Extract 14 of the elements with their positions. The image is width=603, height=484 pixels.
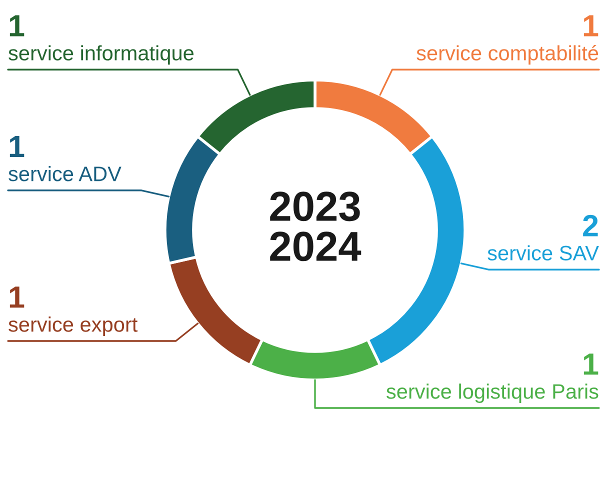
data-label: 2 [583,214,598,236]
slice-label: service SAV [488,245,599,260]
slice-label: service logistique Paris [386,384,598,403]
text: 2023 [270,192,360,222]
slice-label: service export [8,316,138,336]
slice-label: service informatique [8,45,194,65]
slice-label: service ADV [8,166,122,182]
data-label: 1 [10,286,24,308]
data-label: 1 [584,354,598,375]
text: 2024 [270,232,362,262]
data-label: 1 [584,15,598,36]
slice-label: service comptabilité [416,44,598,65]
data-label: 1 [10,15,24,36]
data-label: 1 [10,136,24,158]
